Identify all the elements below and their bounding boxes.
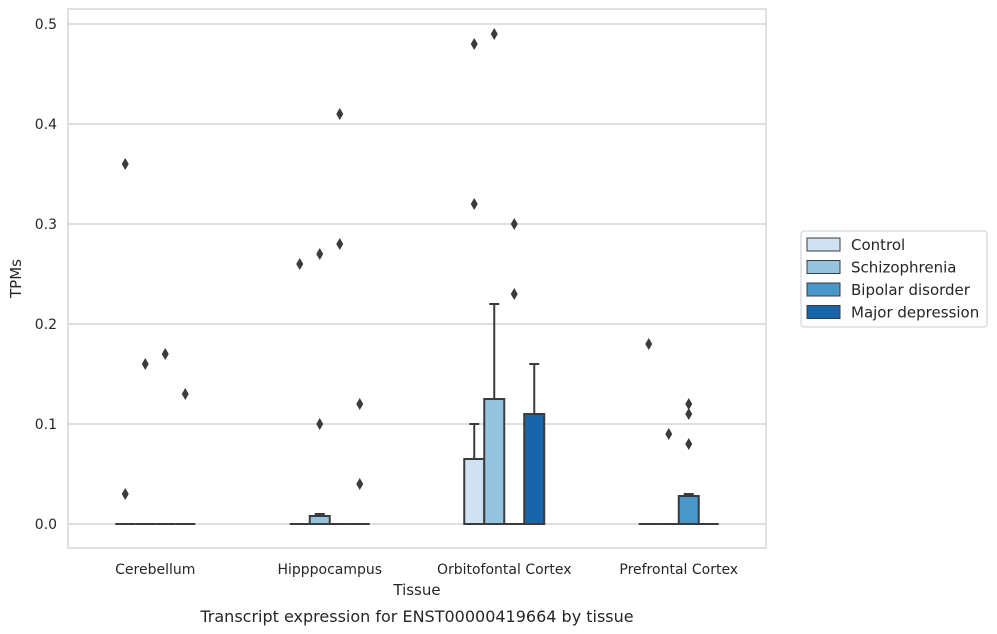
legend-label: Control — [851, 236, 905, 254]
outlier-point — [296, 258, 304, 270]
x-tick-label: Orbitofontal Cortex — [437, 562, 572, 578]
legend: Control Schizophrenia Bipolar disorder Majo… — [800, 230, 988, 328]
outlier-point — [336, 108, 344, 120]
legend-swatch — [806, 305, 841, 319]
outlier-point — [685, 408, 693, 420]
box-bar — [463, 458, 486, 525]
y-tick-label: 0.4 — [35, 117, 57, 133]
y-tick-labels: 0.0 0.1 0.2 0.3 0.4 0.5 — [35, 17, 57, 533]
legend-box — [800, 230, 988, 328]
outlier-point — [470, 198, 478, 210]
outlier-point — [490, 28, 498, 40]
box-bar — [483, 398, 506, 525]
outlier-point — [121, 158, 129, 170]
outlier-point — [665, 428, 673, 440]
x-tick-label: Prefrontal Cortex — [619, 562, 738, 578]
outlier-point — [510, 288, 518, 300]
outlier-point — [316, 248, 324, 260]
chart-caption: Transcript expression for ENST0000041966… — [199, 607, 633, 626]
outlier-point — [121, 488, 129, 500]
outlier-point — [336, 238, 344, 250]
box-bar — [523, 413, 546, 525]
outlier-point — [685, 398, 693, 410]
outlier-point — [181, 388, 189, 400]
grid-lines — [68, 23, 766, 525]
x-axis-label: Tissue — [392, 581, 440, 599]
outlier-point — [141, 358, 149, 370]
y-axis-label: TPMs — [7, 259, 25, 299]
y-tick-label: 0.0 — [35, 517, 57, 533]
x-tick-label: Hipppocampus — [277, 562, 382, 578]
x-tick-labels: Cerebellum Hipppocampus Orbitofontal Corte… — [115, 562, 738, 578]
plot-area-frame — [67, 8, 767, 549]
outlier-point — [685, 438, 693, 450]
box-bar — [677, 495, 700, 525]
outlier-point — [510, 218, 518, 230]
outlier-point — [645, 338, 653, 350]
legend-swatch — [806, 282, 841, 297]
x-tick-label: Cerebellum — [115, 562, 195, 578]
legend-swatch — [806, 260, 841, 274]
legend-label: Major depression — [851, 304, 979, 322]
legend-label: Bipolar disorder — [851, 281, 971, 299]
outlier-point — [316, 418, 324, 430]
data-marks — [115, 28, 719, 525]
y-tick-label: 0.5 — [35, 17, 57, 33]
y-tick-label: 0.3 — [35, 217, 57, 233]
box-bar — [308, 515, 331, 525]
outlier-point — [470, 38, 478, 50]
outlier-point — [356, 478, 364, 490]
y-tick-label: 0.2 — [35, 317, 57, 333]
legend-swatch — [806, 237, 841, 252]
legend-label: Schizophrenia — [851, 259, 956, 277]
y-tick-label: 0.1 — [35, 417, 57, 433]
outlier-point — [356, 398, 364, 410]
outlier-point — [161, 348, 169, 360]
